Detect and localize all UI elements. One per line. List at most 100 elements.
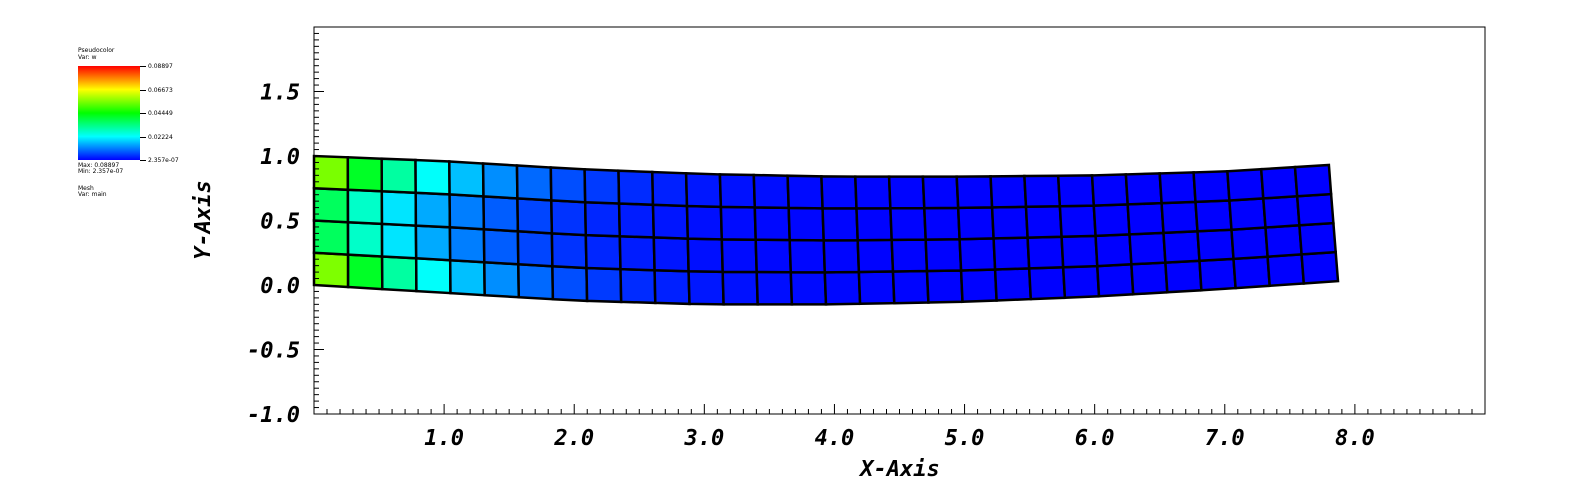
mesh-cell xyxy=(380,157,417,195)
mesh-cell xyxy=(346,188,384,226)
mesh-cell xyxy=(686,237,724,274)
x-tick-label: 5.0 xyxy=(945,426,985,451)
x-tick-label: 8.0 xyxy=(1335,426,1375,451)
legend-min-line: Min: 2.357e-07 xyxy=(78,168,124,175)
mesh-cell xyxy=(989,174,1028,209)
mesh-cell xyxy=(1092,203,1131,238)
mesh-cell xyxy=(414,256,452,295)
mesh-cell xyxy=(992,236,1031,271)
mesh-cell xyxy=(1293,163,1333,198)
x-tick-label: 1.0 xyxy=(424,426,464,451)
mesh-cell xyxy=(312,219,350,256)
mesh-cell xyxy=(786,174,824,210)
legend-tick-label: 0.08897 xyxy=(148,63,173,70)
mesh-cell xyxy=(585,266,623,304)
legend-tick-mark xyxy=(140,160,146,161)
mesh-cell xyxy=(448,193,486,231)
mesh-cell xyxy=(652,236,690,273)
mesh-cell xyxy=(583,167,621,205)
mesh-cell xyxy=(1300,250,1340,285)
mesh-cell xyxy=(414,158,451,196)
mesh-cell xyxy=(823,270,862,306)
mesh-cell xyxy=(651,203,690,240)
mesh-cell xyxy=(754,238,793,274)
mesh-cell xyxy=(617,169,655,206)
mesh-cell xyxy=(551,264,589,303)
mesh-cell xyxy=(1198,257,1237,292)
mesh-cell xyxy=(789,270,828,306)
mesh-cell xyxy=(1023,174,1062,209)
mesh-cell xyxy=(753,206,791,242)
mesh-cell xyxy=(1230,226,1269,261)
mesh-cell xyxy=(1060,234,1099,269)
mesh-cell xyxy=(550,232,588,270)
mesh-cell xyxy=(1164,259,1203,294)
mesh-cell xyxy=(1094,233,1133,268)
mesh-cell xyxy=(822,238,861,274)
mesh-cell xyxy=(1058,204,1097,239)
legend-mesh-var: Var: main xyxy=(78,191,107,198)
mesh-cell xyxy=(346,220,384,258)
mesh-cell xyxy=(955,175,994,210)
mesh-cell xyxy=(787,206,825,242)
mesh-cell xyxy=(1027,266,1067,301)
legend-plot-name: Pseudocolor xyxy=(78,47,115,54)
mesh-cell xyxy=(1095,262,1135,298)
x-axis-title: X-Axis xyxy=(858,457,939,482)
mesh-cell xyxy=(855,207,894,242)
legend-tick-mark xyxy=(140,113,146,114)
mesh-cell xyxy=(1126,201,1165,236)
mesh-cell xyxy=(958,237,997,272)
y-tick-label: 1.5 xyxy=(260,81,300,106)
mesh-cell xyxy=(312,154,350,192)
mesh-cell xyxy=(1128,231,1167,266)
legend-tick-mark xyxy=(140,66,146,67)
mesh-cell xyxy=(448,258,486,297)
y-tick-label: 1.0 xyxy=(260,145,300,170)
mesh-cell xyxy=(346,155,384,193)
mesh-cell xyxy=(583,200,622,238)
mesh-cell xyxy=(482,195,520,233)
x-tick-label: 6.0 xyxy=(1075,426,1115,451)
legend-tick-label: 2.357e-07 xyxy=(148,157,179,164)
y-tick-label: 0.5 xyxy=(260,210,300,235)
mesh-cell xyxy=(1232,255,1272,290)
mesh-cell xyxy=(721,270,759,306)
mesh-cell xyxy=(1226,167,1265,202)
mesh-cell xyxy=(889,206,928,242)
legend-tick-label: 0.04449 xyxy=(148,110,173,117)
mesh-cell xyxy=(720,238,758,274)
mesh-cell xyxy=(483,260,521,299)
mesh-cell xyxy=(1196,228,1235,263)
mesh-cell xyxy=(684,172,723,209)
mesh-cell xyxy=(821,207,859,242)
mesh-cell xyxy=(687,270,725,306)
mesh-cell xyxy=(1259,165,1299,200)
mesh-cell xyxy=(346,253,384,291)
mesh-cell xyxy=(921,175,960,210)
mesh-cell xyxy=(857,270,896,306)
x-tick-label: 3.0 xyxy=(683,426,724,451)
mesh-cell xyxy=(482,227,520,266)
mesh-cell xyxy=(1298,221,1338,256)
mesh-cell xyxy=(956,206,995,241)
mesh-cell xyxy=(448,225,486,264)
mesh-cell xyxy=(890,238,929,273)
legend-var-line: Var: w xyxy=(78,54,97,61)
mesh-cell xyxy=(788,238,827,274)
mesh-cell xyxy=(651,170,689,208)
mesh-cell xyxy=(380,189,418,227)
mesh-cell xyxy=(1090,173,1130,207)
mesh-cell xyxy=(925,269,964,304)
mesh-cell xyxy=(887,175,926,210)
mesh-cell xyxy=(619,267,657,305)
x-tick-label: 2.0 xyxy=(553,426,594,451)
mesh-cell xyxy=(718,173,757,209)
mesh-cell xyxy=(516,197,554,235)
mesh-cell xyxy=(993,267,1033,302)
mesh-cell xyxy=(380,222,418,260)
mesh-cell xyxy=(516,229,554,268)
legend-max-line: Max: 0.08897 xyxy=(78,162,120,169)
mesh-cell xyxy=(1228,197,1267,232)
mesh-cell xyxy=(515,164,553,202)
